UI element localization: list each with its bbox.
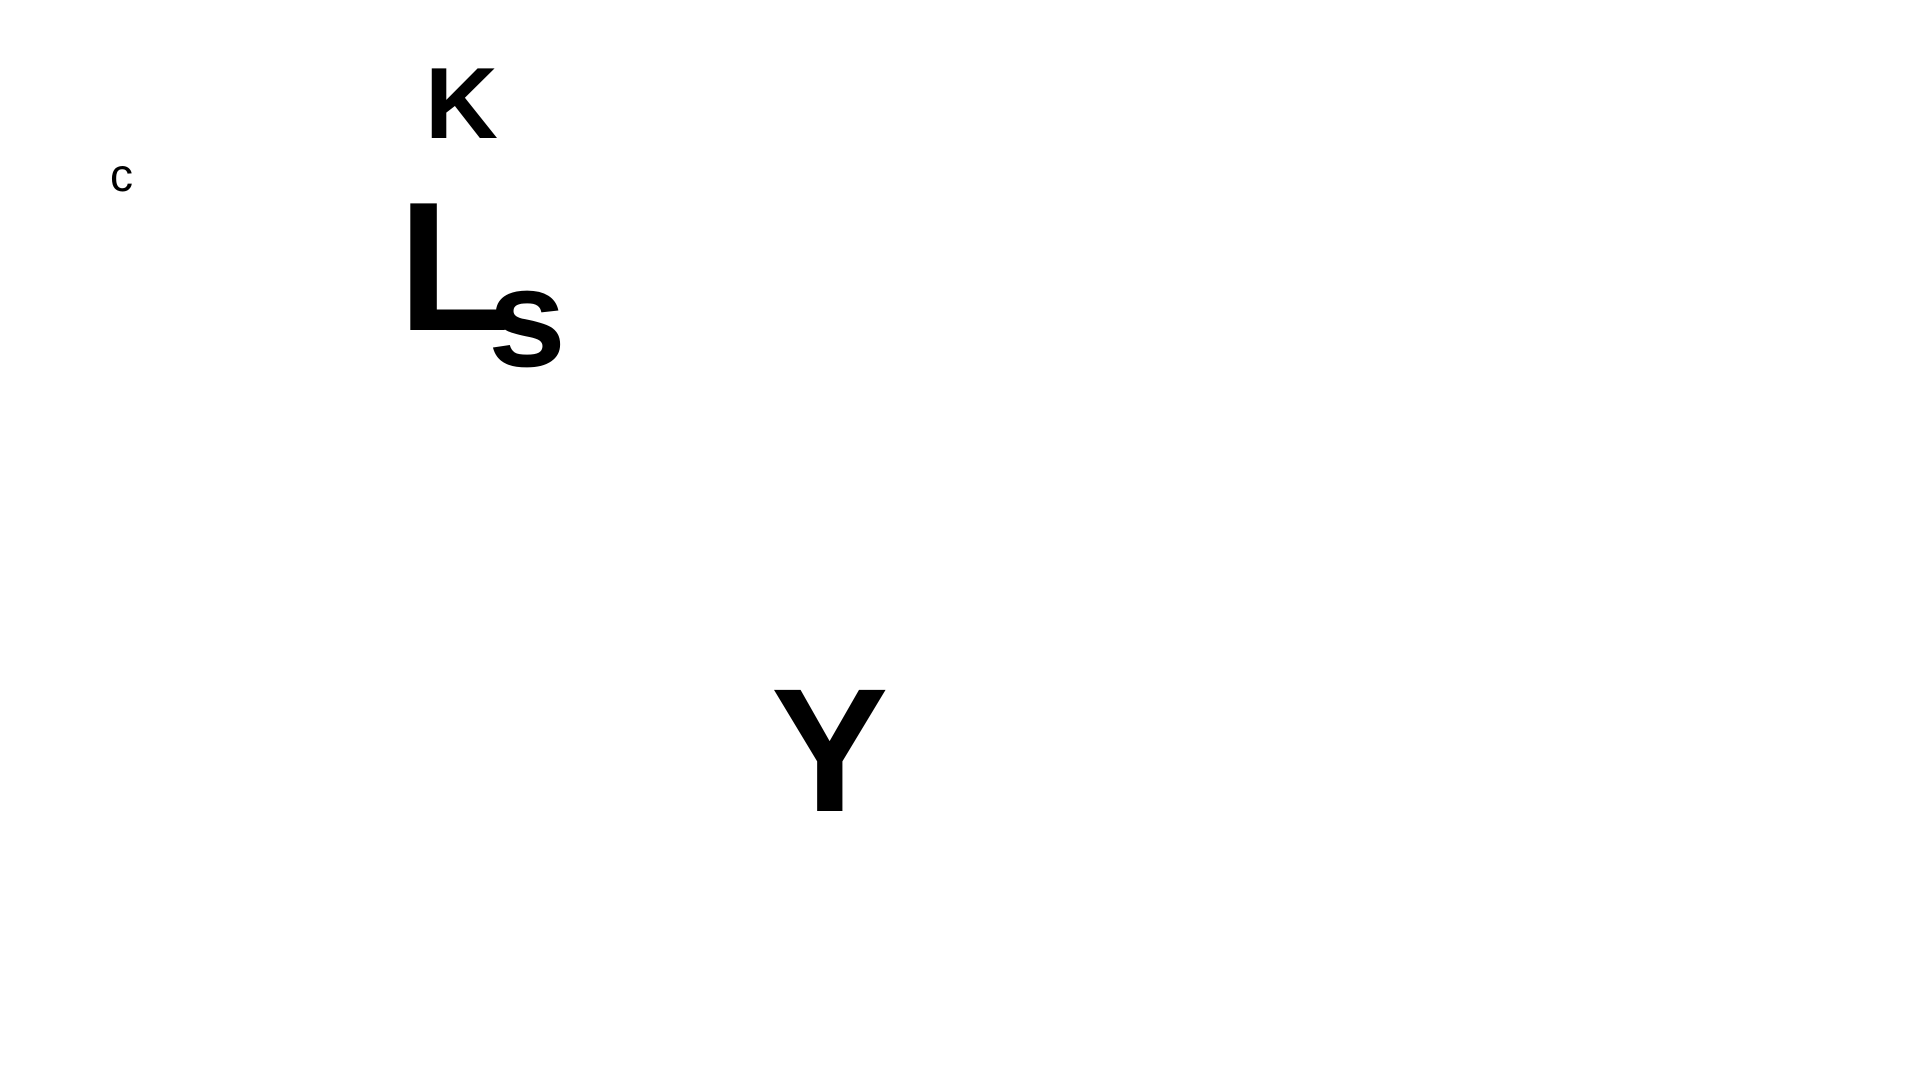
letter-l: L (398, 163, 511, 369)
letter-c: c (110, 149, 133, 201)
letter-k: K (425, 48, 498, 160)
letter-y: Y (771, 653, 889, 849)
letter-s: s (488, 239, 566, 396)
